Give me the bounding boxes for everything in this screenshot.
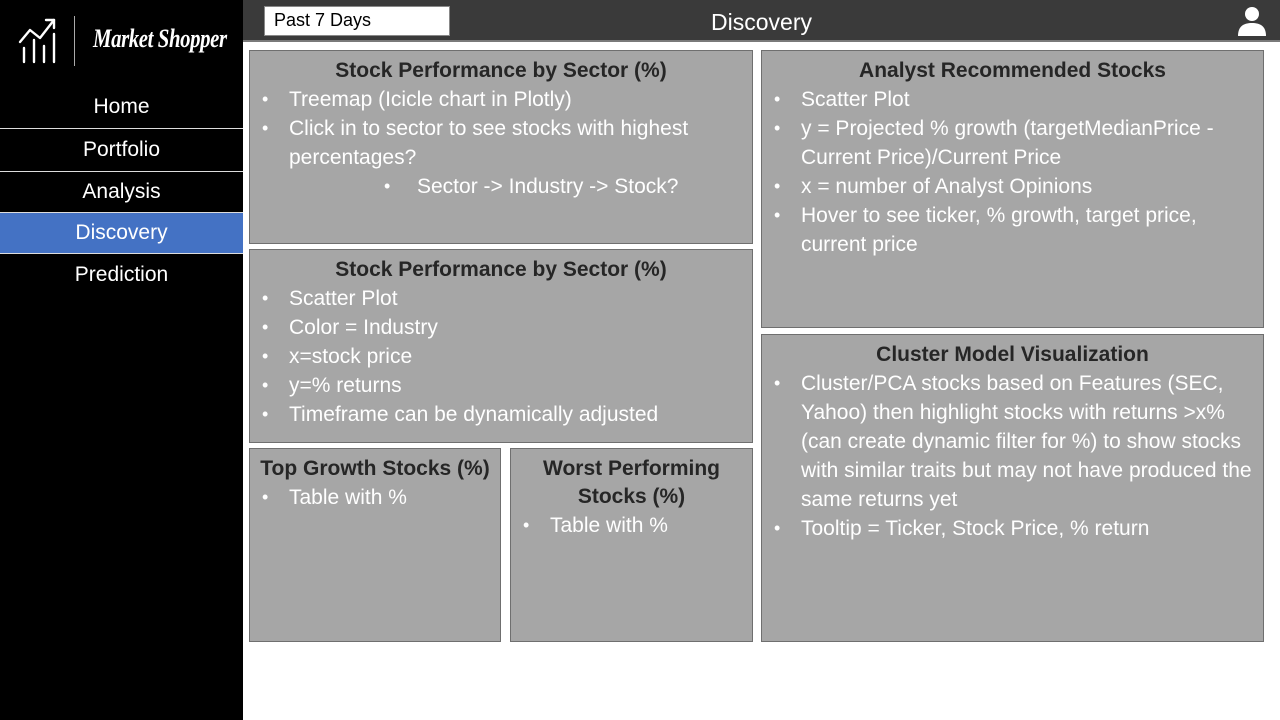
list-item: x=stock price <box>262 342 744 371</box>
analyst-recommended-panel: Analyst Recommended Stocks Scatter Plot … <box>761 50 1264 328</box>
bullet-list: Scatter Plot Color = Industry x=stock pr… <box>250 284 752 429</box>
sector-scatter-panel: Stock Performance by Sector (%) Scatter … <box>249 249 753 443</box>
date-range-select[interactable]: Past 7 Days <box>264 6 450 36</box>
top-bar: Discovery Past 7 Days <box>243 0 1280 42</box>
worst-performing-panel: Worst Performing Stocks (%) Table with % <box>510 448 753 642</box>
panel-title: Top Growth Stocks (%) <box>260 457 490 480</box>
list-item: Cluster/PCA stocks based on Features (SE… <box>774 369 1255 514</box>
list-item: Scatter Plot <box>262 284 744 313</box>
list-item: Scatter Plot <box>774 85 1255 114</box>
bar-chart-trend-icon <box>18 18 56 64</box>
panel-title: Stock Performance by Sector (%) <box>335 59 667 82</box>
bullet-list: Treemap (Icicle chart in Plotly) Click i… <box>250 85 752 201</box>
list-item: Click in to sector to see stocks with hi… <box>262 114 744 172</box>
list-item: x = number of Analyst Opinions <box>774 172 1255 201</box>
list-item: y=% returns <box>262 371 744 400</box>
bullet-list: Cluster/PCA stocks based on Features (SE… <box>762 369 1263 543</box>
bullet-list: Table with % <box>250 483 500 512</box>
list-item: Hover to see ticker, % growth, target pr… <box>774 201 1255 259</box>
sidebar-item-discovery[interactable]: Discovery <box>0 213 243 254</box>
logo-divider <box>74 16 75 66</box>
panel-title: Analyst Recommended Stocks <box>859 59 1166 82</box>
list-item: Treemap (Icicle chart in Plotly) <box>262 85 744 114</box>
list-item: Timeframe can be dynamically adjusted <box>262 400 744 429</box>
sidebar-item-home[interactable]: Home <box>0 86 243 129</box>
cluster-model-panel: Cluster Model Visualization Cluster/PCA … <box>761 334 1264 642</box>
page-title: Discovery <box>711 9 812 35</box>
panel-title: Worst Performing Stocks (%) <box>543 457 720 508</box>
panel-title: Cluster Model Visualization <box>876 343 1149 366</box>
list-item: y = Projected % growth (targetMedianPric… <box>774 114 1255 172</box>
sub-list-item: Sector -> Industry -> Stock? <box>384 172 744 201</box>
list-item: Tooltip = Ticker, Stock Price, % return <box>774 514 1255 543</box>
brand-name: Market Shopper <box>93 24 227 53</box>
list-item: Table with % <box>262 483 492 512</box>
sector-treemap-panel: Stock Performance by Sector (%) Treemap … <box>249 50 753 244</box>
list-item: Color = Industry <box>262 313 744 342</box>
sidebar: Market Shopper Home Portfolio Analysis D… <box>0 0 243 720</box>
sidebar-nav: Home Portfolio Analysis Discovery Predic… <box>0 86 243 295</box>
bullet-list: Table with % <box>511 511 752 540</box>
user-icon[interactable] <box>1236 5 1268 37</box>
panel-title: Stock Performance by Sector (%) <box>335 258 667 281</box>
sidebar-item-prediction[interactable]: Prediction <box>74 262 169 286</box>
top-growth-panel: Top Growth Stocks (%) Table with % <box>249 448 501 642</box>
sidebar-item-portfolio[interactable]: Portfolio <box>0 129 243 172</box>
sidebar-item-analysis[interactable]: Analysis <box>0 172 243 213</box>
brand-logo[interactable]: Market Shopper <box>0 0 243 86</box>
bullet-list: Scatter Plot y = Projected % growth (tar… <box>762 85 1263 259</box>
list-item: Table with % <box>523 511 744 540</box>
